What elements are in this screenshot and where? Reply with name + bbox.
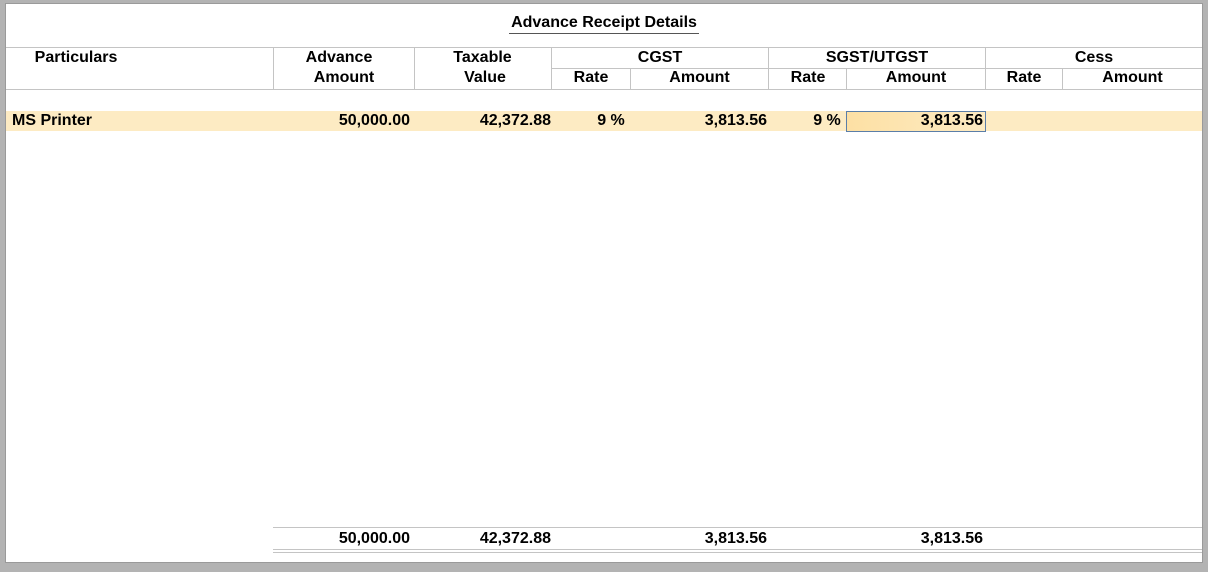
col-divider-advance bbox=[273, 47, 274, 89]
col-divider-sgst-amount bbox=[846, 68, 847, 89]
sgst-amount-input[interactable] bbox=[846, 111, 986, 132]
col-divider-cgst bbox=[551, 47, 552, 89]
header-cess: Cess bbox=[1074, 49, 1114, 66]
header-particulars: Particulars bbox=[34, 49, 118, 66]
header-cess-rate: Rate bbox=[1006, 69, 1042, 86]
row-cgst-amount: 3,813.56 bbox=[704, 112, 767, 129]
total-sgst-amount: 3,813.56 bbox=[920, 530, 983, 547]
page-title: Advance Receipt Details bbox=[6, 14, 1202, 34]
row-advance-amount: 50,000.00 bbox=[338, 112, 410, 129]
col-divider-taxable bbox=[414, 47, 415, 89]
totals-bottom-line-1 bbox=[273, 549, 1202, 550]
total-advance-amount: 50,000.00 bbox=[338, 530, 410, 547]
header-subgroup-line bbox=[551, 68, 1202, 69]
header-cgst-rate: Rate bbox=[573, 69, 609, 86]
header-sgst: SGST/UTGST bbox=[825, 49, 929, 66]
col-divider-cess bbox=[985, 47, 986, 89]
header-advance-line2: Amount bbox=[313, 69, 375, 86]
header-bottom-line bbox=[6, 89, 1202, 90]
row-particulars: MS Printer bbox=[12, 112, 93, 129]
header-taxable-line2: Value bbox=[464, 69, 506, 86]
header-cess-amount: Amount bbox=[1102, 69, 1163, 86]
totals-top-line bbox=[273, 527, 1202, 528]
header-taxable-line1: Taxable bbox=[453, 49, 512, 66]
col-divider-sgst bbox=[768, 47, 769, 89]
header-cgst-amount: Amount bbox=[669, 69, 730, 86]
header-top-line bbox=[6, 47, 1202, 48]
header-advance-line1: Advance bbox=[305, 49, 373, 66]
row-sgst-amount: 3,813.56 bbox=[920, 112, 983, 129]
totals-bottom-line-2 bbox=[273, 552, 1202, 553]
col-divider-cgst-amount bbox=[630, 68, 631, 89]
row-sgst-rate: 9 % bbox=[813, 112, 841, 129]
header-cgst: CGST bbox=[637, 49, 683, 66]
row-taxable-value: 42,372.88 bbox=[479, 112, 551, 129]
header-sgst-amount: Amount bbox=[885, 69, 947, 86]
row-cgst-rate: 9 % bbox=[597, 112, 625, 129]
total-cgst-amount: 3,813.56 bbox=[704, 530, 767, 547]
total-taxable-value: 42,372.88 bbox=[479, 530, 551, 547]
header-sgst-rate: Rate bbox=[790, 69, 826, 86]
col-divider-cess-amount bbox=[1062, 68, 1063, 89]
advance-receipt-panel: Advance Receipt Details Particulars Adva… bbox=[5, 3, 1203, 563]
